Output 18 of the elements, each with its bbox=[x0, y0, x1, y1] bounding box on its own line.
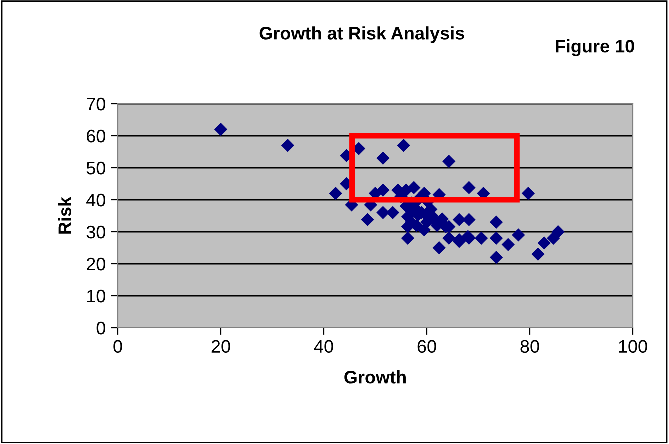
y-tick-label: 10 bbox=[87, 290, 106, 303]
x-axis-title: Growth bbox=[344, 370, 406, 384]
x-tick-label: 20 bbox=[212, 340, 230, 354]
x-tick-label: 40 bbox=[314, 340, 334, 354]
x-tick-label: 0 bbox=[114, 340, 122, 354]
y-tick-label: 50 bbox=[86, 162, 106, 175]
caption: Figure 10 bbox=[556, 40, 634, 56]
y-tick-label: 20 bbox=[87, 258, 106, 271]
x-tick-label: 100 bbox=[619, 340, 648, 354]
x-tick-label: 60 bbox=[418, 340, 436, 354]
y-tick-label: 30 bbox=[86, 226, 106, 239]
x-tick-label: 80 bbox=[520, 340, 540, 354]
y-axis-title: Risk bbox=[58, 196, 72, 234]
chart-title: Growth at Risk Analysis bbox=[260, 26, 464, 44]
y-tick-label: 60 bbox=[87, 130, 106, 143]
y-tick-label: 40 bbox=[86, 194, 106, 207]
y-tick-label: 70 bbox=[87, 98, 106, 111]
y-tick-label: 0 bbox=[96, 322, 106, 335]
